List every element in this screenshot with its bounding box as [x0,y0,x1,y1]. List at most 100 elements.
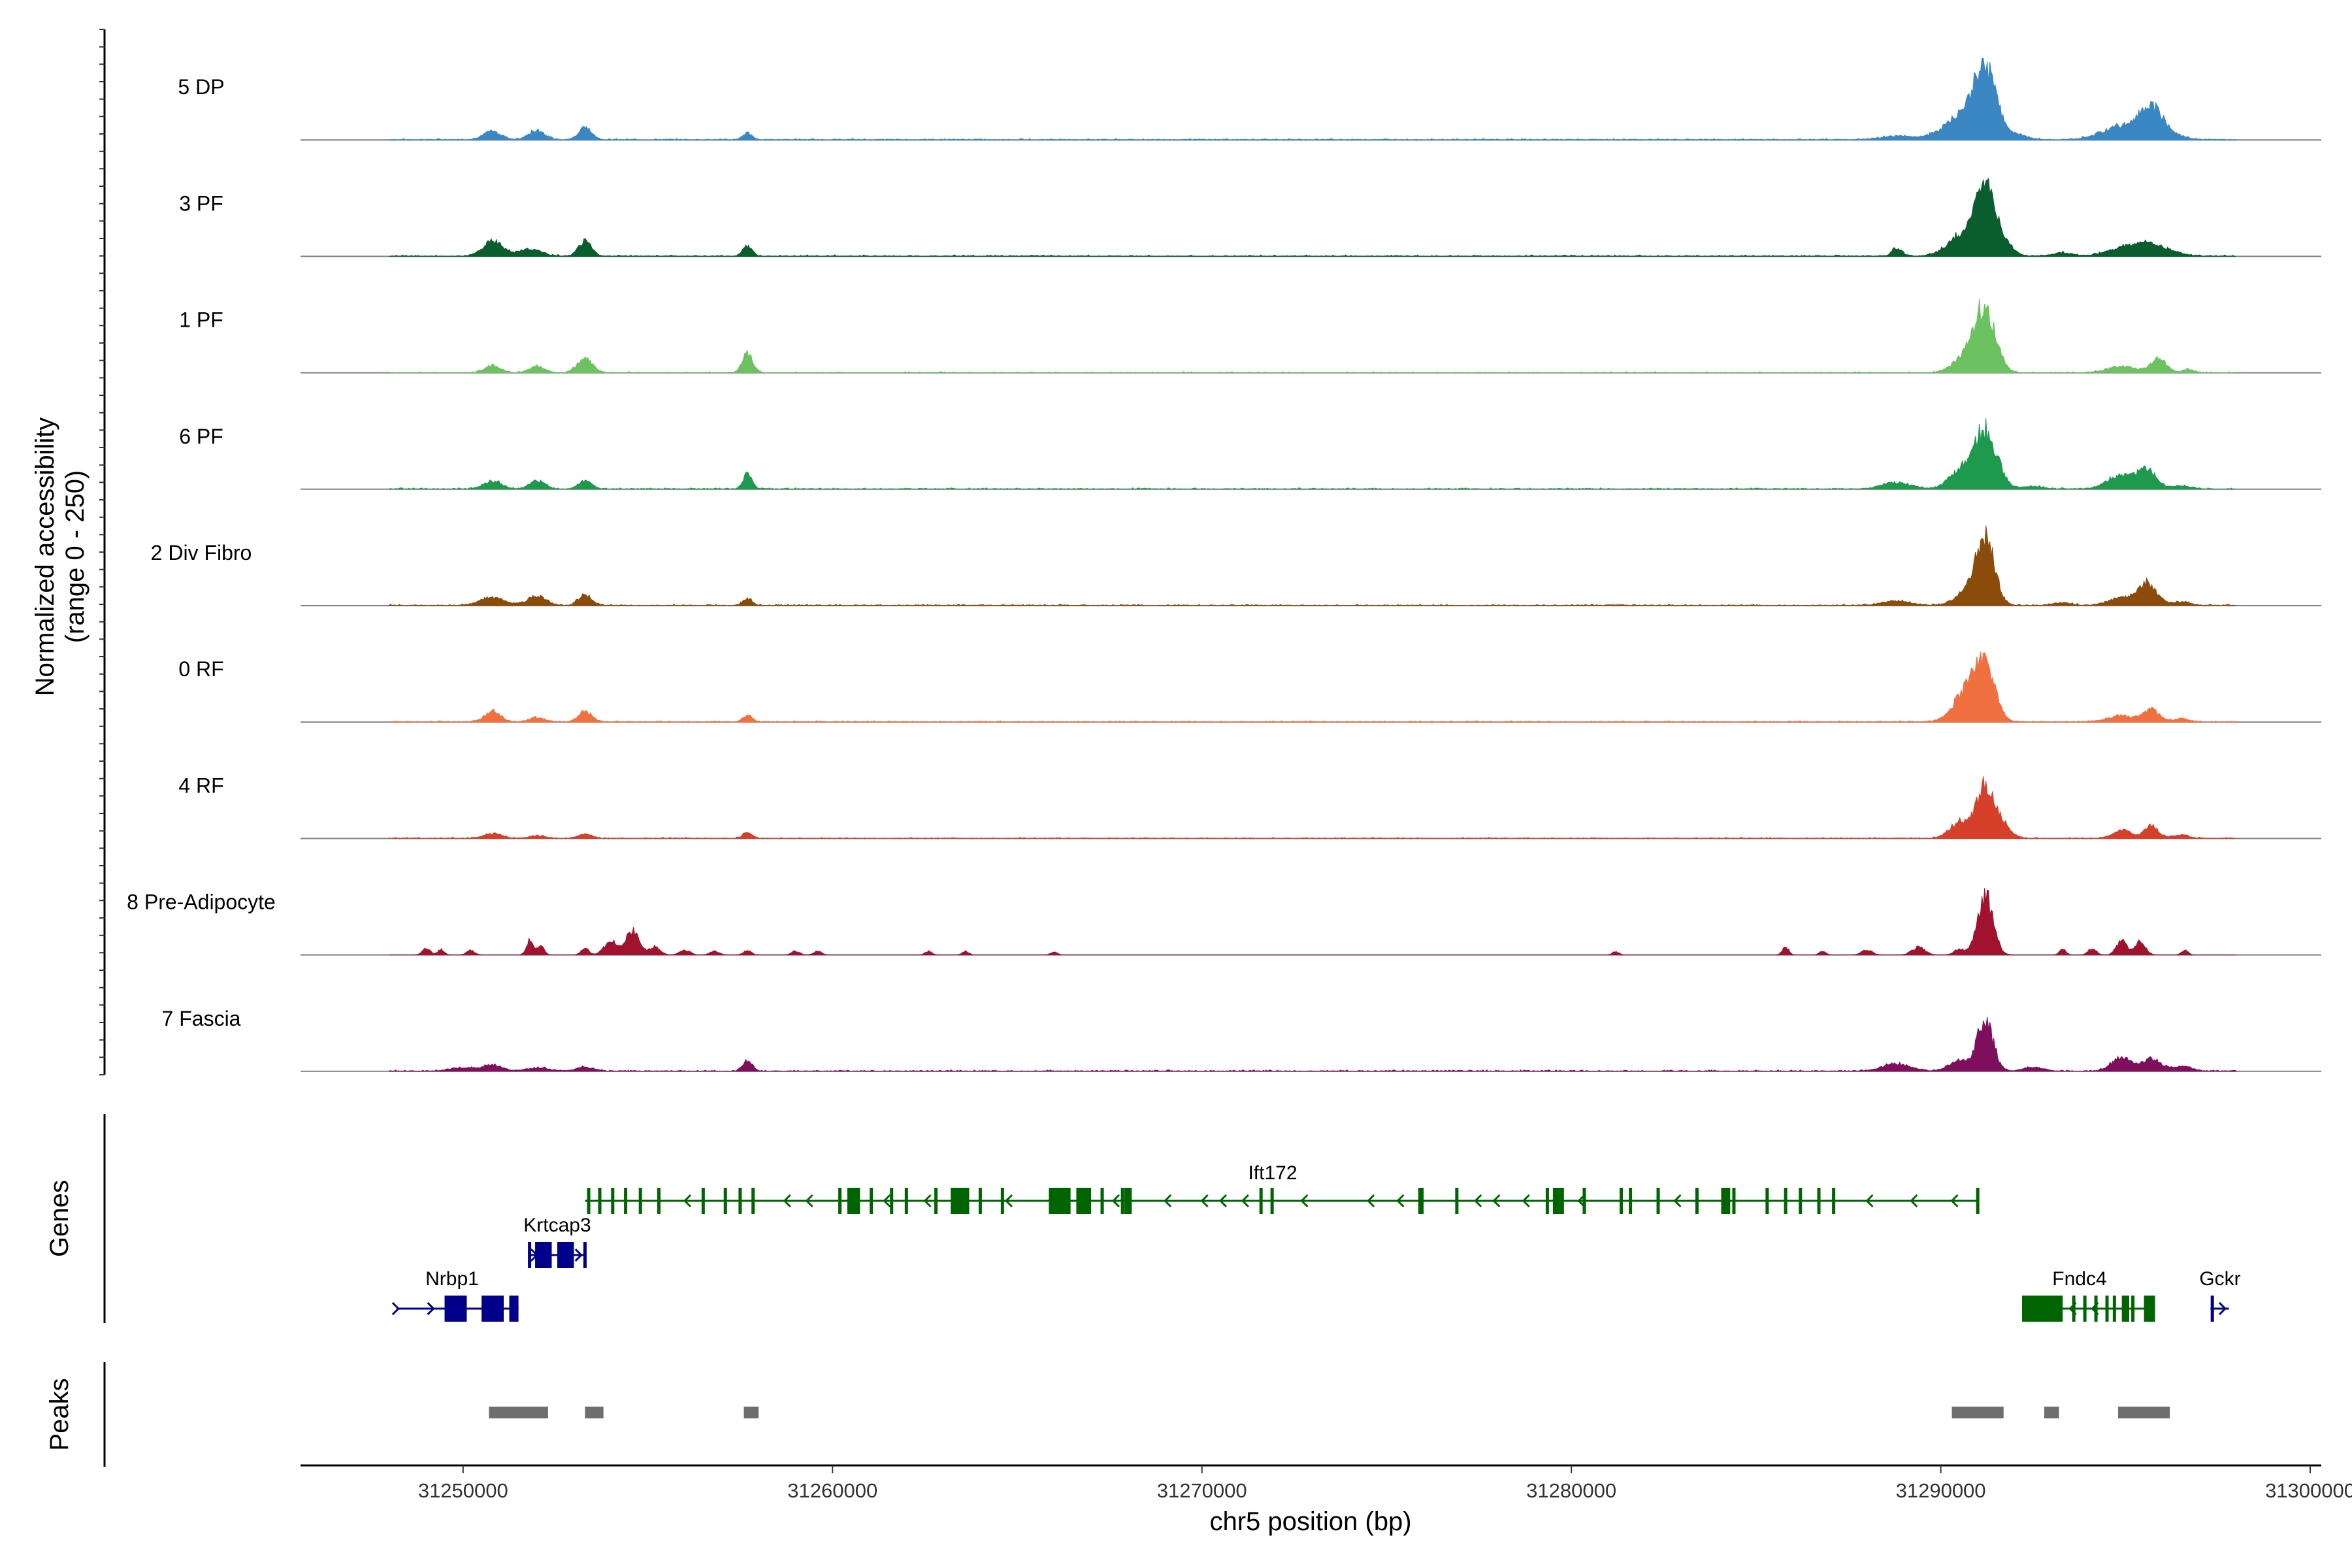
gene-exon [1832,1188,1836,1214]
gene-exon [444,1296,467,1322]
peak-region [2044,1407,2059,1418]
gene-exon [701,1188,705,1214]
strand-arrow [1004,1194,1013,1208]
track-2-div-fibro: 2 Div Fibro [151,525,2321,606]
strand-arrow [683,1194,692,1208]
x-tick-label: 31290000 [1896,1479,1986,1502]
track-label: 4 RF [178,774,223,797]
gene-exon [2144,1296,2155,1322]
gene-label: Gckr [2199,1268,2240,1290]
track-label: 5 DP [178,75,224,99]
x-tick-label: 31300000 [2265,1479,2352,1502]
gene-exon [934,1188,938,1214]
gene-exon [657,1188,661,1214]
gene-exon [847,1188,858,1214]
gene-exon [1049,1188,1053,1214]
track-7-fascia: 7 Fascia [162,1007,2321,1072]
peak-region [585,1407,604,1418]
gene-exon [528,1242,532,1268]
track-6-pf: 6 PF [179,418,2321,490]
gene-exon [1084,1188,1088,1214]
strand-arrow [805,1194,813,1208]
peak-region [489,1407,548,1418]
gene-exon [1629,1188,1633,1214]
gene-nrbp1: Nrbp1 [391,1268,519,1322]
gene-exon [1545,1188,1549,1214]
gene-exon [1722,1188,1731,1214]
gene-exon [2105,1296,2109,1322]
gene-exon [723,1188,727,1214]
strand-arrow [1910,1194,1918,1208]
x-tick-label: 31280000 [1526,1479,1616,1502]
coverage-area [389,525,2236,606]
gene-exon [956,1188,960,1214]
gene-exon [1418,1188,1422,1214]
gene-exon [1784,1188,1788,1214]
peaks-axis-title: Peaks [45,1378,74,1450]
gene-exon [2083,1296,2087,1322]
coverage-area [389,1017,2237,1072]
strand-arrow [923,1194,932,1208]
strand-arrow [1396,1194,1405,1208]
x-tick-label: 31250000 [418,1479,508,1502]
track-label: 2 Div Fibro [151,541,252,564]
track-label: 0 RF [178,657,223,681]
peak-region [2118,1407,2170,1418]
gene-exon [598,1188,602,1214]
gene-label: Nrbp1 [425,1268,479,1290]
gene-exon [624,1188,628,1214]
coverage-area [389,776,2236,840]
peak-region [1952,1407,2004,1418]
y-axis-title-line1: Normalized accessibility [31,417,59,696]
gene-exon [1120,1188,1124,1214]
strand-arrow [1300,1194,1309,1208]
gene-gckr: Gckr [2199,1268,2241,1322]
gene-exon [1552,1188,1564,1214]
gene-exon [890,1188,894,1214]
gene-label: Ift172 [1248,1162,1297,1184]
track-label: 1 PF [179,308,223,332]
gene-exon [1817,1188,1821,1214]
x-axis-ticks: 31250000 31260000 31270000 31280000 31290000… [418,1465,2352,1502]
peak-region [743,1407,759,1418]
gene-exon [1124,1188,1132,1214]
gene-label: Fndc4 [2052,1268,2106,1290]
strand-arrow [530,1248,539,1262]
gene-fndc4: Fndc4 [2021,1268,2155,1322]
x-axis-title: chr5 position (bp) [1209,1507,1411,1536]
track-1-pf: 1 PF [179,299,2321,374]
gene-exon [2021,1296,2063,1322]
gene-exon [1721,1188,1725,1214]
track-4-rf: 4 RF [178,774,2321,840]
coverage-area [389,57,2237,140]
track-8-pre-adipocyte: 8 Pre-Adipocyte [127,888,2321,956]
gene-exon [2112,1296,2116,1322]
gene-exon [2094,1296,2098,1322]
x-tick-label: 31260000 [787,1479,877,1502]
coverage-area [389,177,2237,257]
track-label: 3 PF [179,191,223,215]
track-label: 8 Pre-Adipocyte [127,890,276,914]
y-axis-title-line2: (range 0 - 250) [61,470,90,644]
gene-krtcap3: Krtcap3 [523,1215,591,1268]
gene-exon [838,1188,842,1214]
strand-arrow [574,1248,583,1262]
gene-exon [1695,1188,1699,1214]
gene-exon [2072,1296,2076,1322]
gene-exon [583,1242,587,1268]
strand-arrow [2091,1301,2099,1316]
strand-arrow [1673,1194,1682,1208]
strand-arrow [1950,1194,1959,1208]
track-3-pf: 3 PF [179,177,2321,257]
gene-exon [482,1296,504,1322]
coverage-area [389,888,2236,956]
strand-arrow [1473,1194,1482,1208]
gene-exon [1270,1188,1274,1214]
gene-exon [978,1188,982,1214]
strand-arrow [1218,1194,1228,1208]
coverage-tracks: 5 DP 3 PF 1 PF 6 PF 2 Div Fibro 0 RF 4 RF 8 Pre… [127,57,2321,1072]
strand-arrow [1200,1194,1209,1208]
gene-exon [2210,1296,2214,1322]
gene-exon [1619,1188,1623,1214]
